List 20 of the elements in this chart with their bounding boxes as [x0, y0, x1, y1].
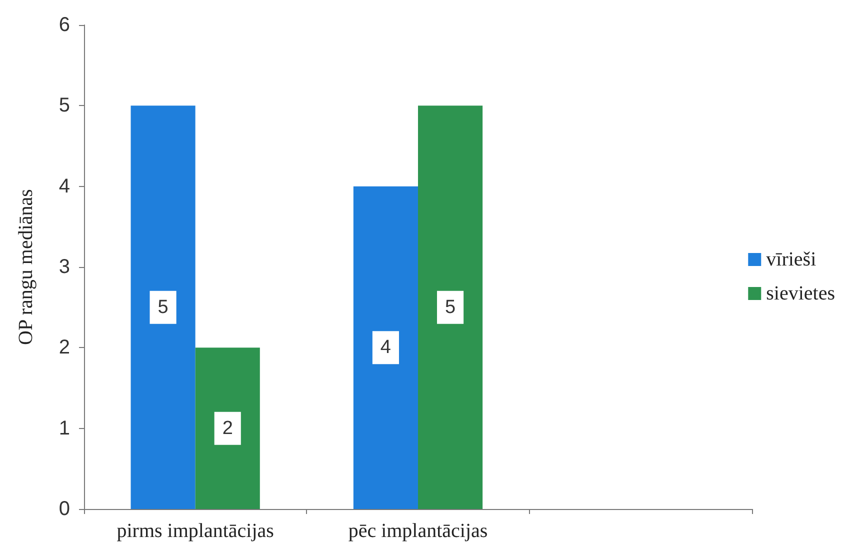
- y-tick-label: 5: [58, 94, 70, 117]
- y-tick-label: 6: [58, 14, 70, 36]
- data-label: 2: [222, 418, 233, 439]
- data-label: 4: [380, 337, 392, 358]
- bar: [195, 348, 260, 509]
- legend-label: sievietes: [766, 282, 836, 304]
- y-tick-label: 3: [58, 256, 70, 278]
- bar: [353, 186, 418, 509]
- data-label: 5: [445, 296, 456, 318]
- legend-label: vīrieši: [766, 248, 817, 270]
- y-tick-label: 2: [58, 336, 70, 359]
- x-tick-label: pirms implantācijas: [116, 520, 274, 542]
- bar: [418, 106, 483, 509]
- data-label: 5: [158, 296, 168, 318]
- bar: [130, 106, 196, 509]
- y-tick-label: 4: [58, 175, 70, 198]
- x-tick-label: pēc implantācijas: [348, 520, 488, 542]
- y-axis-title: OP rangu mediānas: [15, 188, 37, 345]
- y-tick-label: 0: [58, 498, 70, 520]
- y-tick-label: 1: [58, 417, 70, 440]
